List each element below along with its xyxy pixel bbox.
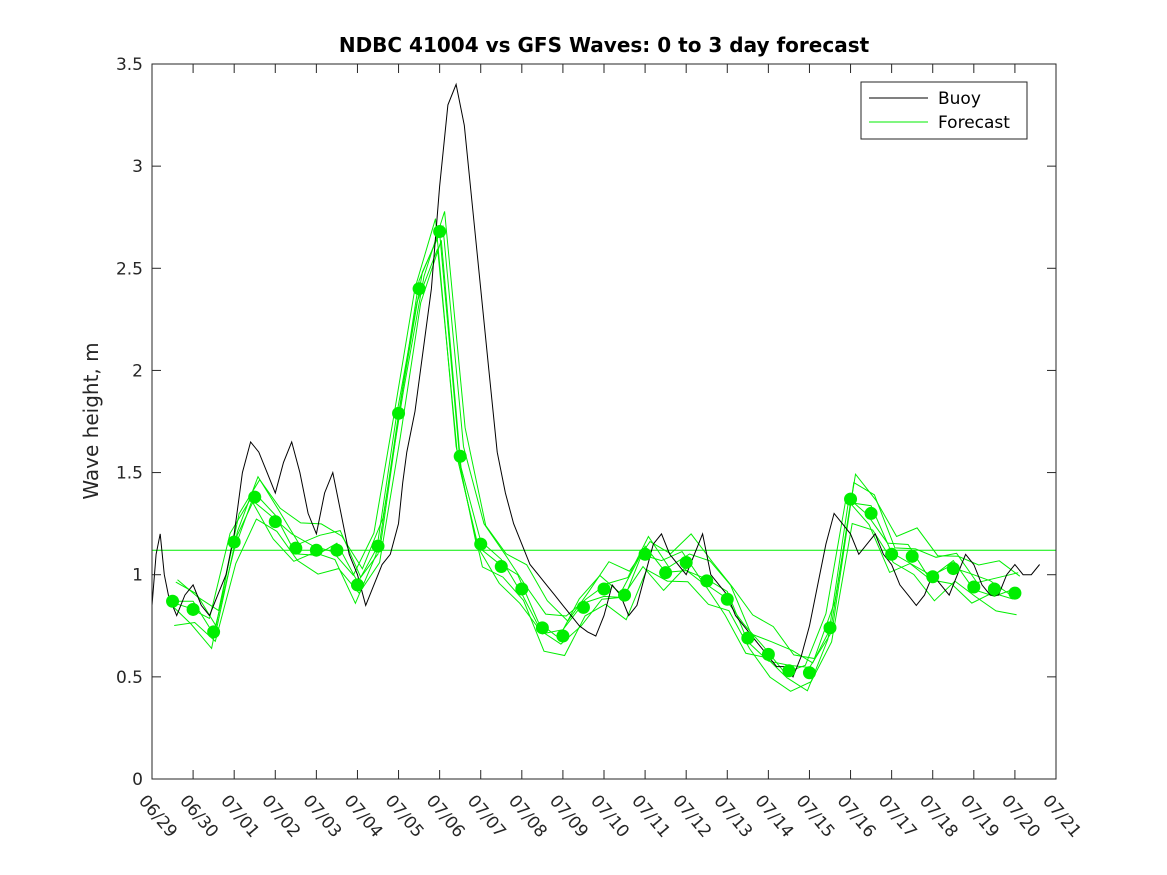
y-tick-label: 3 — [132, 157, 143, 177]
forecast-point — [782, 664, 796, 678]
x-tick-label: 07/05 — [381, 791, 428, 841]
y-tick-label: 2 — [132, 361, 143, 381]
forecast-point — [741, 631, 755, 645]
forecast-point — [761, 647, 775, 661]
forecast-point — [433, 225, 447, 239]
x-tick-label: 07/17 — [874, 791, 921, 841]
x-tick-label: 07/21 — [1038, 791, 1085, 841]
forecast-point — [967, 580, 981, 594]
x-tick-label: 06/30 — [175, 791, 222, 841]
forecast-point — [494, 560, 508, 574]
chart-title: NDBC 41004 vs GFS Waves: 0 to 3 day fore… — [339, 33, 870, 57]
y-tick-label: 1 — [132, 566, 143, 586]
forecast-points — [166, 225, 1022, 680]
forecast-point — [905, 549, 919, 563]
x-tick-label: 07/10 — [586, 791, 633, 841]
x-tick-label: 07/03 — [299, 791, 346, 841]
y-tick-label: 1.5 — [116, 464, 143, 484]
x-tick-label: 07/14 — [751, 791, 798, 841]
x-tick-label: 07/08 — [504, 791, 551, 841]
forecast-point — [371, 539, 385, 553]
forecast-point — [679, 555, 693, 569]
y-tick-label: 0 — [132, 770, 143, 790]
x-tick-labels: 06/2906/3007/0107/0207/0307/0407/0507/06… — [134, 791, 1085, 841]
forecast-point — [597, 582, 611, 596]
x-tick-label: 07/11 — [627, 791, 674, 841]
x-tick-label: 07/18 — [915, 791, 962, 841]
x-tick-label: 07/16 — [833, 791, 880, 841]
forecast-point — [576, 600, 590, 614]
forecast-point — [515, 582, 529, 596]
x-tick-label: 07/20 — [997, 791, 1044, 841]
forecast-point — [987, 582, 1001, 596]
y-axis-label: Wave height, m — [79, 342, 103, 499]
forecast-point — [227, 535, 241, 549]
y-tick-labels: 0 0.5 1 1.5 2 2.5 3 3.5 — [116, 55, 143, 790]
forecast-point — [700, 574, 714, 588]
x-tick-label: 07/04 — [340, 791, 387, 841]
y-tick-label: 2.5 — [116, 259, 143, 279]
forecast-point — [309, 543, 323, 557]
forecast-point — [864, 506, 878, 520]
forecast-point — [638, 547, 652, 561]
x-tick-label: 06/29 — [134, 791, 181, 841]
forecast-point — [720, 592, 734, 606]
forecast-point — [659, 566, 673, 580]
forecast-point — [248, 490, 262, 504]
x-tick-label: 07/02 — [257, 791, 304, 841]
forecast-point — [186, 602, 200, 616]
forecast-point — [618, 588, 632, 602]
forecast-point — [885, 547, 899, 561]
forecast-point — [823, 621, 837, 635]
forecast-point — [844, 492, 858, 506]
forecast-point — [268, 515, 282, 529]
x-tick-label: 07/13 — [709, 791, 756, 841]
legend-buoy-label: Buoy — [938, 89, 981, 109]
forecast-point — [802, 666, 816, 680]
forecast-point — [289, 541, 303, 555]
x-tick-label: 07/07 — [463, 791, 510, 841]
forecast-point — [392, 406, 406, 420]
forecast-point — [330, 543, 344, 557]
forecast-point — [474, 537, 488, 551]
forecast-point — [926, 570, 940, 584]
forecast-point — [946, 562, 960, 576]
x-tick-label: 07/06 — [422, 791, 469, 841]
plot-background — [152, 64, 1056, 779]
ticks — [151, 63, 1057, 780]
y-tick-label: 0.5 — [116, 668, 143, 688]
x-tick-label: 07/15 — [792, 791, 839, 841]
forecast-point — [412, 282, 426, 296]
legend-forecast-label: Forecast — [938, 113, 1010, 133]
x-tick-label: 07/12 — [668, 791, 715, 841]
forecast-point — [453, 449, 467, 463]
x-tick-label: 07/01 — [216, 791, 263, 841]
forecast-point — [1008, 586, 1022, 600]
forecast-point — [350, 578, 364, 592]
x-tick-label: 07/19 — [956, 791, 1003, 841]
forecast-point — [556, 629, 570, 643]
y-tick-label: 3.5 — [116, 55, 143, 75]
legend-box — [860, 81, 1028, 140]
forecast-point — [535, 621, 549, 635]
forecast-point — [166, 594, 180, 608]
legend: Buoy Forecast — [860, 81, 1028, 140]
forecast-point — [207, 625, 221, 639]
x-tick-label: 07/09 — [545, 791, 592, 841]
